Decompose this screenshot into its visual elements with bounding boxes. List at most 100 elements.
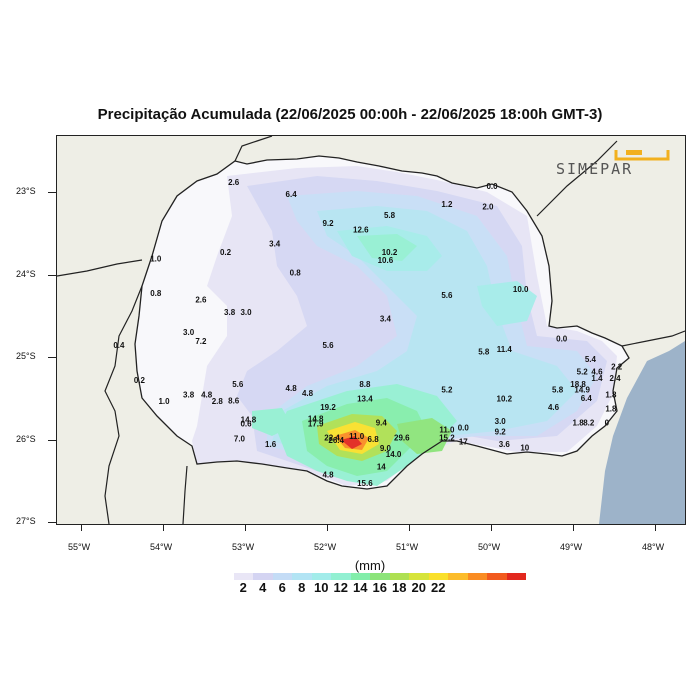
- lon-tick-mark: [409, 524, 410, 531]
- colorbar-swatch: [428, 573, 448, 580]
- station-value: 1.4: [591, 374, 603, 383]
- station-value: 0.2: [220, 248, 232, 257]
- station-value: 0.0: [458, 424, 470, 433]
- lat-tick-mark: [48, 274, 56, 276]
- colorbar-tick-label: 10: [314, 580, 329, 595]
- station-value: 1.8: [605, 405, 617, 414]
- map-canvas: 2.66.40.01.2 2.05.89.212.63.40.2 10.210.61…: [57, 136, 685, 524]
- station-value: 0.6: [240, 419, 252, 428]
- station-value: 5.8: [552, 386, 564, 395]
- station-value: 22.4: [324, 434, 340, 443]
- station-value: 5.2: [441, 386, 453, 395]
- station-value: 4.8: [302, 389, 314, 398]
- logo-mark-icon: [614, 150, 670, 161]
- station-value: 3.8: [224, 308, 236, 317]
- lat-tick-label: 24°S: [16, 268, 36, 279]
- station-value: 11.0: [349, 432, 365, 441]
- station-value: 7.0: [234, 434, 246, 443]
- station-value: 13.4: [357, 395, 373, 404]
- colorbar-swatch: [253, 573, 273, 580]
- station-value: 18.8: [570, 380, 586, 389]
- station-value: 5.2: [577, 368, 589, 377]
- station-value: 1.0: [158, 397, 170, 406]
- station-value: 6.4: [286, 190, 298, 199]
- colorbar-swatch: [467, 573, 487, 580]
- lon-tick-mark: [163, 524, 164, 531]
- station-value: 8.6: [228, 396, 240, 405]
- lat-tick-mark: [48, 192, 56, 193]
- colorbar-swatch: [272, 573, 292, 580]
- lat-tick-label: 26°S: [16, 433, 36, 444]
- station-value: 0.0: [556, 335, 568, 344]
- station-value: 17.9: [308, 419, 324, 428]
- station-value: 15.2: [439, 434, 455, 443]
- station-value: 4.8: [286, 384, 298, 393]
- lat-tick-label: 25°S: [16, 351, 36, 361]
- station-value: 10.6: [378, 256, 394, 265]
- station-value: 26.4: [328, 436, 344, 445]
- station-value: 2.8: [212, 397, 224, 406]
- lon-tick-label: 50°W: [478, 542, 501, 552]
- colorbar-swatch: [233, 573, 253, 580]
- station-value: 6.4: [581, 394, 593, 403]
- station-value: 0.8: [150, 289, 162, 298]
- station-value: 8.8: [359, 380, 371, 389]
- colorbar-swatch: [409, 573, 429, 580]
- station-value: 1.8: [605, 391, 617, 400]
- station-value: 3.0: [495, 417, 507, 426]
- colorbar-tick-label: 18: [392, 580, 407, 595]
- simepar-logo: SIMEPAR: [556, 148, 672, 180]
- lon-tick-label: 49°W: [560, 542, 583, 552]
- lon-tick-label: 53°W: [232, 542, 255, 552]
- station-value: 0: [605, 419, 610, 428]
- lon-tick-label: 54°W: [150, 542, 173, 552]
- colorbar-swatch: [448, 573, 468, 580]
- station-value: 5.6: [322, 341, 334, 350]
- station-value: 14.0: [386, 450, 402, 459]
- colorbar-swatch: [331, 573, 351, 580]
- station-value: 3.0: [240, 308, 252, 317]
- unit-label: (mm): [354, 558, 386, 573]
- station-value: 4.6: [591, 368, 603, 377]
- station-value: 3.4: [380, 315, 392, 324]
- station-value: 9.4: [376, 419, 388, 428]
- station-value: 3.0: [183, 328, 195, 337]
- station-value: 14.9: [574, 386, 590, 395]
- colorbar-tick-label: 4: [259, 580, 267, 595]
- station-value: 1.8: [573, 419, 585, 428]
- station-value: 29.6: [394, 434, 410, 443]
- colorbar-tick-label: 20: [411, 580, 426, 595]
- lat-tick-mark: [48, 522, 56, 523]
- station-value: 5.6: [232, 380, 244, 389]
- station-value: 5.6: [441, 291, 453, 300]
- lon-tick-mark: [491, 524, 492, 531]
- lat-tick-label: 27°S: [16, 516, 36, 526]
- colorbar-swatch: [389, 573, 409, 580]
- station-value: 14.8: [241, 415, 257, 424]
- lon-tick-label: 52°W: [314, 542, 337, 552]
- station-value: 0.8: [290, 269, 302, 278]
- colorbar: [214, 573, 526, 580]
- lat-tick-mark: [48, 357, 56, 358]
- colorbar-swatch: [214, 573, 234, 580]
- station-value: 7.2: [195, 337, 207, 346]
- station-value: 8.2: [583, 419, 595, 428]
- logo-text: SIMEPAR: [556, 160, 634, 178]
- station-value: 9.2: [495, 428, 507, 437]
- station-value: 10.2: [497, 395, 513, 404]
- precipitation-map: 2.6 6.4 0.0 1.2 2.0 5.8 9.2 12.6 3.4 0.2 10.2 10.6 1…: [56, 135, 686, 525]
- colorbar-swatch: [506, 573, 526, 580]
- colorbar-swatch: [292, 573, 312, 580]
- station-value: 19.2: [320, 403, 336, 412]
- station-value: 0.4: [113, 341, 125, 350]
- station-value: 0.0: [486, 182, 498, 191]
- colorbar-tick-label: 6: [278, 580, 286, 595]
- lon-tick-mark: [81, 524, 82, 531]
- station-value: 4.8: [201, 391, 213, 400]
- lat-tick-mark: [48, 439, 56, 441]
- station-value: 3.4: [269, 240, 281, 249]
- lon-tick-mark: [327, 524, 328, 531]
- colorbar-swatch: [311, 573, 331, 580]
- station-value: 3.8: [183, 391, 195, 400]
- station-value: 4.8: [322, 471, 334, 480]
